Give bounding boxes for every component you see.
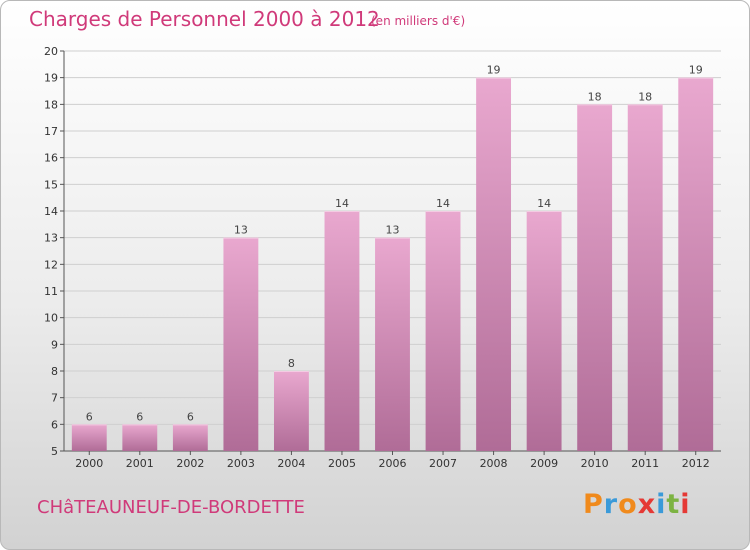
logo-letter: P: [583, 489, 604, 520]
data-label: 14: [436, 197, 450, 210]
y-tick-label: 7: [51, 392, 58, 405]
y-tick-label: 10: [44, 312, 58, 325]
bar: [223, 237, 259, 451]
logo-letter: i: [680, 489, 691, 520]
x-tick-label: 2008: [480, 457, 508, 470]
y-tick-label: 9: [51, 338, 58, 351]
x-tick-label: 2012: [682, 457, 710, 470]
data-label: 13: [234, 224, 248, 237]
data-label: 13: [386, 224, 400, 237]
y-tick-label: 5: [51, 445, 58, 458]
data-label: 19: [689, 64, 703, 77]
x-tick-label: 2000: [75, 457, 103, 470]
bar: [273, 371, 309, 451]
x-tick-label: 2001: [126, 457, 154, 470]
logo-letter: x: [637, 489, 657, 520]
bar: [71, 424, 107, 451]
y-tick-label: 17: [44, 125, 58, 138]
chart-subtitle: (en milliers d'€): [371, 14, 466, 28]
y-tick-label: 8: [51, 365, 58, 378]
logo-letter: r: [603, 489, 619, 520]
data-label: 6: [187, 410, 194, 423]
y-tick-label: 6: [51, 418, 58, 431]
y-tick-label: 16: [44, 152, 58, 165]
data-label: 14: [335, 197, 349, 210]
y-tick-label: 14: [44, 205, 58, 218]
bar: [172, 424, 208, 451]
y-tick-label: 20: [44, 45, 58, 58]
bar: [425, 211, 461, 451]
bar: [678, 77, 714, 452]
y-tick-label: 11: [44, 285, 58, 298]
chart-title: Charges de Personnel 2000 à 2012: [29, 7, 380, 31]
bar: [324, 211, 360, 451]
x-tick-label: 2007: [429, 457, 457, 470]
x-tick-label: 2011: [631, 457, 659, 470]
y-tick-label: 19: [44, 72, 58, 85]
x-tick-label: 2002: [176, 457, 204, 470]
proxiti-logo: Proxiti: [583, 489, 691, 520]
x-tick-label: 2009: [530, 457, 558, 470]
logo-letter: i: [656, 489, 667, 520]
x-tick-label: 2005: [328, 457, 356, 470]
data-label: 6: [86, 410, 93, 423]
x-tick-label: 2010: [581, 457, 609, 470]
x-tick-label: 2004: [277, 457, 305, 470]
bar: [476, 77, 512, 452]
data-label: 8: [288, 357, 295, 370]
data-label: 18: [638, 90, 652, 103]
bar: [375, 237, 410, 451]
labels: 5 6 7 8 9 10 11 12 13 14 15 16 17 18 19 20 6 2000 6 2001 6 20…: [44, 45, 710, 470]
data-label: 19: [487, 64, 501, 77]
data-label: 6: [136, 410, 143, 423]
bar: [627, 104, 663, 451]
bars: [71, 77, 714, 452]
y-tick-label: 13: [44, 232, 58, 245]
y-tick-label: 18: [44, 98, 58, 111]
bar: [577, 104, 613, 451]
bar: [122, 424, 158, 451]
y-tick-label: 12: [44, 258, 58, 271]
data-label: 14: [537, 197, 551, 210]
bar: [526, 211, 562, 451]
x-tick-label: 2003: [227, 457, 255, 470]
y-tick-label: 15: [44, 178, 58, 191]
logo-letter: o: [618, 489, 638, 520]
logo-letter: t: [666, 489, 681, 520]
data-label: 18: [588, 90, 602, 103]
x-tick-label: 2006: [379, 457, 407, 470]
commune-name: CHâTEAUNEUF-DE-BORDETTE: [37, 497, 305, 518]
